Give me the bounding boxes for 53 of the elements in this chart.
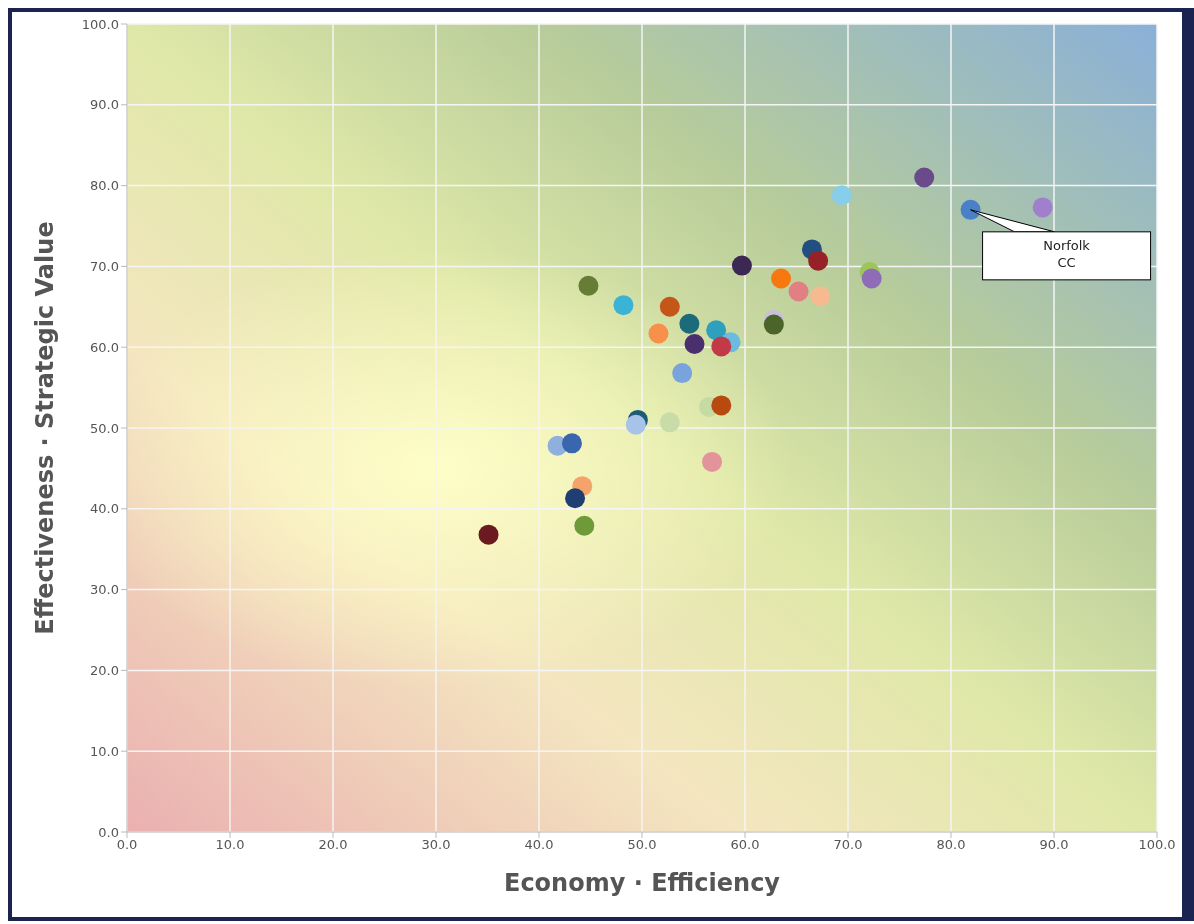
x-tick-label: 20.0 [318,837,348,853]
point [659,296,680,317]
point [578,275,599,296]
y-tick-label: 70.0 [90,259,119,275]
point [731,255,752,276]
point [711,395,732,416]
y-tick-label: 90.0 [90,97,119,113]
point [565,488,586,509]
point [914,167,935,188]
point [771,268,792,289]
x-tick-label: 50.0 [627,837,657,853]
y-tick-label: 40.0 [90,501,119,517]
x-tick-label: 40.0 [524,837,554,853]
point [763,314,784,335]
y-tick-label: 10.0 [90,743,119,759]
x-tick-label: 10.0 [215,837,245,853]
x-tick-label: 70.0 [833,837,863,853]
point [706,320,727,341]
y-tick-label: 30.0 [90,582,119,598]
point [679,313,700,334]
point [613,295,634,316]
x-tick-label: 0.0 [116,837,138,853]
x-tick-label: 90.0 [1039,837,1069,853]
point [648,323,669,344]
y-tick-label: 100.0 [81,16,119,32]
point [684,333,705,354]
y-tick-label: 60.0 [90,339,119,355]
point [861,268,882,289]
x-tick-label: 80.0 [936,837,966,853]
point [1032,197,1053,218]
point [561,433,582,454]
point [711,336,732,357]
point [702,451,723,472]
point [810,286,831,307]
x-tick-label: 60.0 [730,837,760,853]
point [478,524,499,545]
point [831,185,852,206]
y-tick-label: 20.0 [90,663,119,679]
point [672,363,693,384]
callout: Norfolk CC [970,209,1152,281]
point [808,250,829,271]
x-tick-label: 30.0 [421,837,451,853]
y-tick-label: 80.0 [90,178,119,194]
y-tick-label: 50.0 [90,420,119,436]
x-tick-label: 100.0 [1138,837,1176,853]
x-axis-title: Economy · Efficiency [503,869,781,898]
point [659,412,680,433]
point [788,281,809,302]
y-axis-title: Effectiveness · Strategic Value [30,221,59,635]
annotation: Norfolk CC [1043,237,1091,270]
point [625,414,646,435]
point [574,515,595,536]
y-tick-label: 0.0 [98,824,119,840]
